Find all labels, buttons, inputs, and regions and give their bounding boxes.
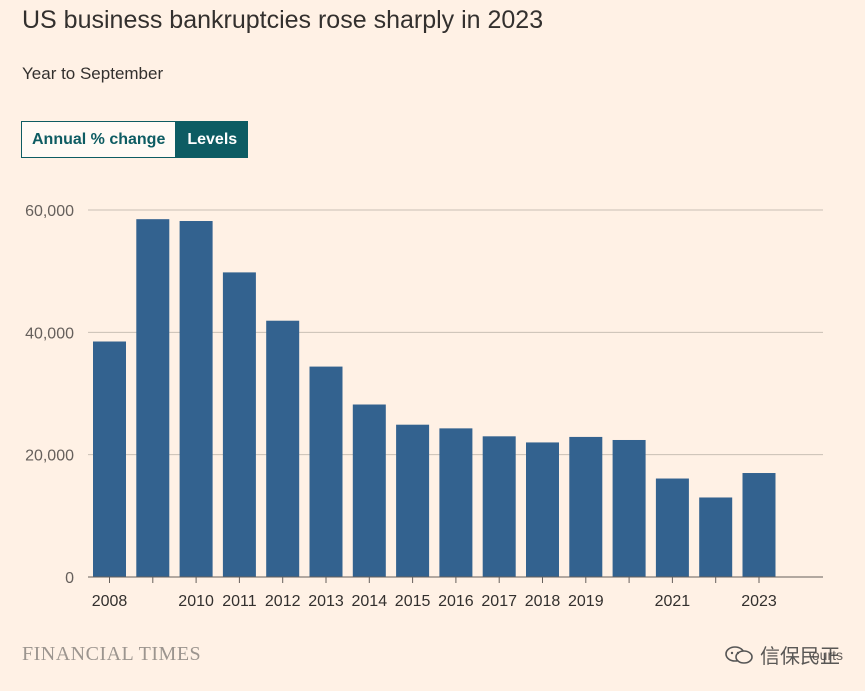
source-note: ourts — [811, 647, 843, 663]
bar — [222, 272, 256, 577]
bar-chart: 0 20,000 40,000 60,000 2008 2010 2011 2012 2013 2… — [25, 203, 823, 610]
watermark-text: 信保民正 — [760, 646, 840, 668]
y-tick-label: 0 — [65, 570, 74, 587]
bar — [352, 404, 386, 577]
x-tick-label: 2012 — [265, 593, 301, 610]
x-tick-label: 2017 — [481, 593, 517, 610]
bar — [699, 497, 733, 577]
x-tick-label: 2010 — [178, 593, 214, 610]
x-tick-label: 2023 — [741, 593, 777, 610]
y-tick-label: 60,000 — [25, 203, 74, 220]
bar — [266, 320, 300, 577]
levels-toggle-button[interactable]: Levels — [176, 121, 249, 158]
bar — [309, 366, 343, 577]
chat-bubble-icon — [725, 645, 753, 664]
bar — [396, 424, 430, 577]
chart-subtitle: Year to September — [22, 64, 164, 83]
bar — [179, 221, 213, 577]
x-tick-label: 2011 — [222, 593, 257, 610]
bar — [93, 341, 126, 577]
x-tick-label: 2021 — [655, 593, 691, 610]
y-tick-label: 40,000 — [25, 325, 74, 342]
x-tick-label: 2008 — [92, 593, 128, 610]
bar — [526, 442, 559, 577]
chart-title: US business bankruptcies rose sharply in… — [22, 6, 544, 34]
x-tick-label: 2013 — [308, 593, 344, 610]
bar — [569, 436, 603, 577]
view-toggle: Annual % change Levels — [21, 121, 249, 158]
y-tick-label: 20,000 — [25, 448, 74, 465]
bar — [742, 473, 776, 577]
x-tick-label: 2014 — [352, 593, 388, 610]
bar — [439, 428, 473, 577]
ft-logo: FINANCIAL TIMES — [22, 643, 202, 665]
x-tick-label: 2018 — [525, 593, 561, 610]
bar — [482, 436, 516, 577]
x-tick-label: 2015 — [395, 593, 431, 610]
annual-change-toggle-button[interactable]: Annual % change — [21, 121, 177, 158]
x-tick-label: 2016 — [438, 593, 474, 610]
bar — [136, 219, 170, 578]
x-tick-label: 2019 — [568, 593, 604, 610]
bar — [655, 478, 689, 577]
bar — [612, 439, 646, 577]
watermark: 信保民正 — [724, 640, 840, 669]
